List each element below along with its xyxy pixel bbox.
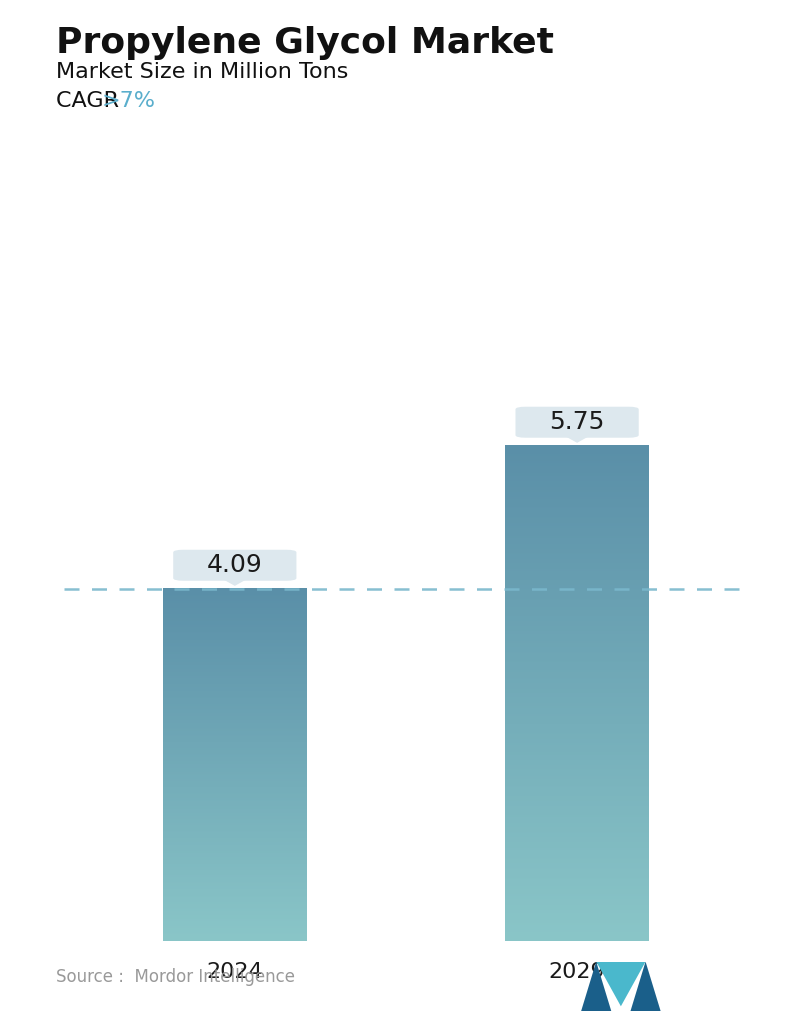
Text: Source :  Mordor Intelligence: Source : Mordor Intelligence xyxy=(56,968,295,986)
Text: >7%: >7% xyxy=(102,91,156,111)
Text: Market Size in Million Tons: Market Size in Million Tons xyxy=(56,62,348,82)
Polygon shape xyxy=(581,962,611,1011)
FancyBboxPatch shape xyxy=(516,406,638,437)
Text: Propylene Glycol Market: Propylene Glycol Market xyxy=(56,26,554,60)
Text: 5.75: 5.75 xyxy=(549,410,605,434)
Polygon shape xyxy=(596,962,646,1006)
FancyBboxPatch shape xyxy=(174,550,296,581)
Text: CAGR: CAGR xyxy=(56,91,126,111)
Polygon shape xyxy=(223,578,247,585)
Polygon shape xyxy=(630,962,661,1011)
Text: 4.09: 4.09 xyxy=(207,553,263,577)
Polygon shape xyxy=(565,435,589,443)
